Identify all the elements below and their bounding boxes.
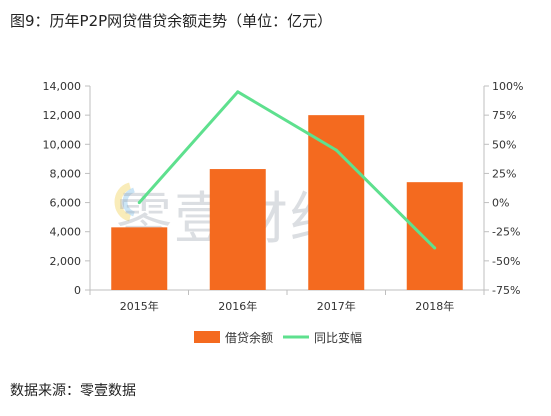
y-left-tick-label: 8,000 (50, 167, 82, 180)
legend-line-label: 同比变幅 (314, 330, 362, 345)
chart: 0 2,000 4,000 6,000 8,000 10,000 12,000 14,000 -… (43, 80, 524, 345)
y-left-tick-label: 0 (74, 284, 81, 297)
bar (308, 115, 365, 291)
y-right-tick-label: 50% (492, 138, 516, 151)
line-point (236, 90, 240, 94)
y-left-tick-label: 10,000 (43, 138, 82, 151)
y-right-tick-label: 25% (492, 167, 516, 180)
line-point (137, 201, 141, 205)
y-left-tick-label: 12,000 (43, 109, 82, 122)
y-left-tick-label: 6,000 (50, 197, 82, 210)
x-tick-label: 2018年 (415, 299, 454, 313)
legend-bar-swatch (194, 331, 220, 343)
y-left-tick-label: 14,000 (43, 80, 82, 93)
x-tick-label: 2017年 (317, 299, 356, 313)
y-right-tick-label: -25% (492, 226, 520, 239)
x-tick-label: 2016年 (218, 299, 257, 313)
line-point (334, 148, 338, 152)
source-note: 数据来源：零壹数据 (10, 383, 136, 399)
bar (406, 182, 463, 290)
legend-bar-label: 借贷余额 (225, 330, 273, 345)
y-right-tick-label: 0% (492, 197, 509, 210)
bar (111, 227, 168, 290)
watermark-logo-icon (114, 182, 136, 222)
line-series (138, 90, 436, 250)
line-point (433, 246, 437, 250)
y-right-tick-label: -50% (492, 255, 520, 268)
y-left-tick-label: 2,000 (50, 255, 82, 268)
x-tick-label: 2015年 (120, 299, 159, 313)
y-right-tick-label: -75% (492, 284, 520, 297)
y-left-tick-label: 4,000 (50, 226, 82, 239)
bar (209, 169, 266, 290)
y-right-tick-label: 100% (492, 80, 523, 93)
y-right-tick-label: 75% (492, 109, 516, 122)
figure-title: 图9：历年P2P网贷借贷余额走势（单位：亿元） (10, 12, 333, 30)
